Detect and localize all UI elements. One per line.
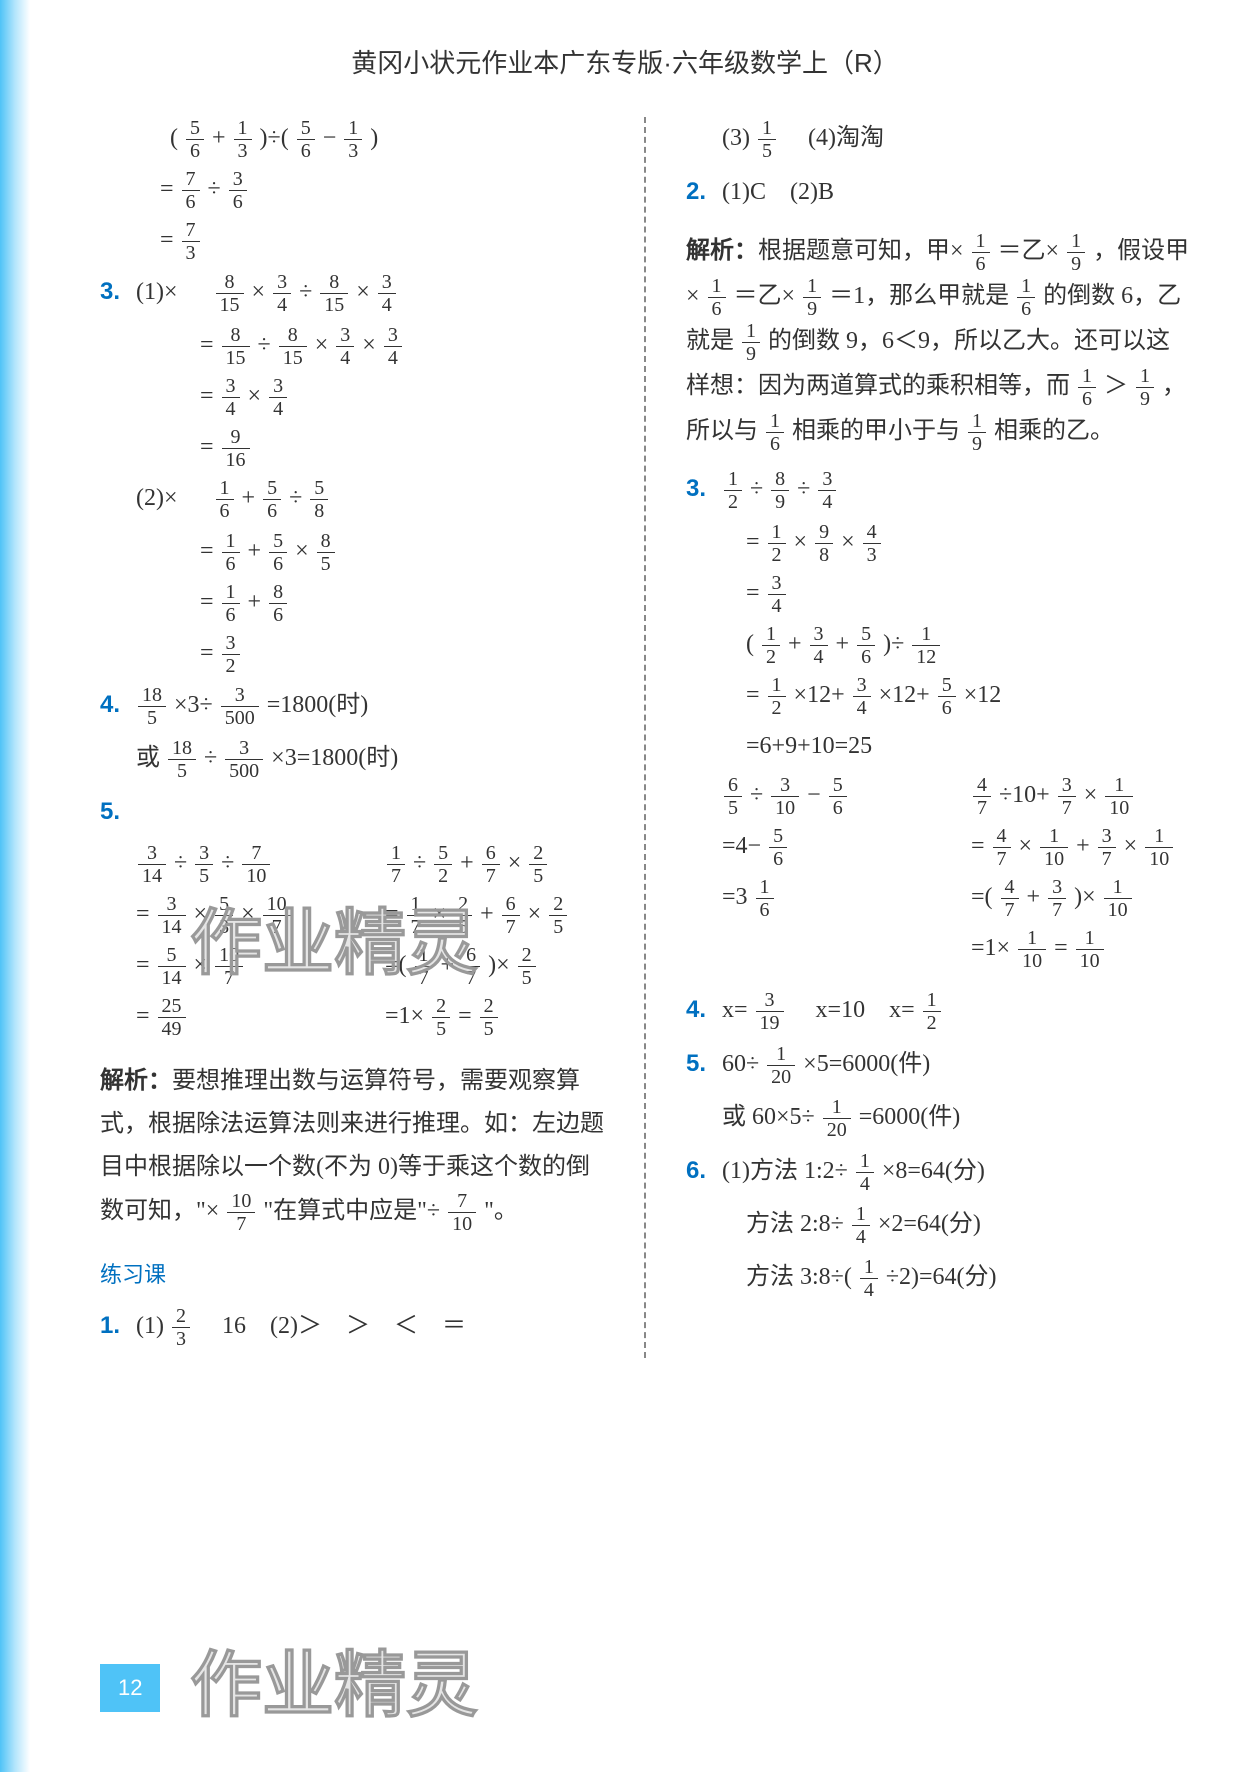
r-top: (3) 15 (4)淘淘	[686, 117, 1190, 162]
r-q6-line: 6. (1)方法 1:2÷ 14 ×8=64(分)	[686, 1149, 1190, 1195]
r-q6-l2: 方法 2:8÷ 14 ×2=64(分)	[686, 1203, 1190, 1248]
q3-p2-line: (2)× 16 + 56 ÷ 58	[100, 477, 604, 522]
r-q6-l3: 方法 3:8÷( 14 ÷2)=64(分)	[686, 1256, 1190, 1301]
q3-p2-l2: = 16 + 56 × 85	[100, 530, 604, 575]
r-q3-b2-l1: ( 12 + 34 + 56 )÷ 112	[686, 623, 1190, 668]
q4-l2: 或 185 ÷ 3500 ×3=1800(时)	[100, 737, 604, 782]
r-q6-l1: (1)方法 1:2÷ 14 ×8=64(分)	[722, 1158, 985, 1184]
l-q1-num: 1.	[100, 1304, 130, 1347]
l-q1-line: 1. (1) 23 16 (2)＞ ＞ ＜ ＝	[100, 1304, 604, 1350]
r-b3b-l4: =1× 110 = 110	[971, 927, 1190, 972]
r-b3a-l2: =4− 56	[722, 825, 941, 870]
q5-colA: 314 ÷ 35 ÷ 710 = 314 × 53 × 107 = 514 × …	[136, 842, 355, 1046]
page-title: 黄冈小状元作业本广东专版·六年级数学上（R）	[0, 0, 1250, 117]
r-q5-num: 5.	[686, 1042, 716, 1085]
r-q3-b3B: 47 ÷10+ 37 × 110 = 47 × 110 + 37 × 110 =…	[971, 774, 1190, 978]
r-b3b-l3: =( 47 + 37 )× 110	[971, 876, 1190, 921]
right-column: (3) 15 (4)淘淘 2. (1)C (2)B 解析：根据题意可知，甲× 1…	[686, 117, 1190, 1358]
q5a-l2: = 314 × 53 × 107	[136, 893, 355, 938]
q4-line1: 4. 185 ×3÷ 3500 =1800(时)	[100, 683, 604, 729]
q5b-l2: = 17 × 25 + 67 × 25	[385, 893, 604, 938]
r-q2-num: 2.	[686, 170, 716, 213]
r-q2-text: (1)C (2)B	[722, 179, 834, 205]
r-b3b-l1: 47 ÷10+ 37 × 110	[971, 774, 1190, 819]
q5-colB: 17 ÷ 52 + 67 × 25 = 17 × 25 + 67 × 25 =(…	[385, 842, 604, 1046]
r-q3-b1-l1: 12 ÷ 89 ÷ 34	[722, 476, 838, 502]
r-q3-num: 3.	[686, 467, 716, 510]
q5-line: 5.	[100, 790, 604, 834]
q5a-l3: = 514 × 107	[136, 944, 355, 989]
q5b-l1: 17 ÷ 52 + 67 × 25	[385, 842, 604, 887]
q3-p1-l2: = 815 ÷ 815 × 34 × 34	[100, 324, 604, 369]
r-q3-b3: 65 ÷ 310 − 56 =4− 56 =3 16 47 ÷10+ 37 × …	[686, 774, 1190, 978]
q5-num: 5.	[100, 790, 130, 833]
l-q1-text: (1) 23 16 (2)＞ ＞ ＜ ＝	[136, 1313, 466, 1339]
r-q5-l1: 60÷ 120 ×5=6000(件)	[722, 1051, 930, 1077]
q3-p2-l1: 16 + 56 ÷ 58	[214, 485, 331, 511]
q3-p1-prefix: (1)×	[136, 279, 178, 305]
q5-cols: 314 ÷ 35 ÷ 710 = 314 × 53 × 107 = 514 × …	[100, 842, 604, 1046]
column-divider	[644, 117, 646, 1358]
q3-p1-l3: = 34 × 34	[100, 375, 604, 420]
r-q3-b2-l2: = 12 ×12+ 34 ×12+ 56 ×12	[686, 674, 1190, 719]
r-q3-b2-l3: =6+9+10=25	[686, 725, 1190, 768]
q5a-l1: 314 ÷ 35 ÷ 710	[136, 842, 355, 887]
page-number: 12	[100, 1664, 160, 1712]
q5b-l3: =( 17 + 67 )× 25	[385, 944, 604, 989]
main-content: ( 56 + 13 )÷( 56 − 13 ) = 76 ÷ 36 = 73 3…	[0, 117, 1250, 1358]
page-left-border	[0, 0, 30, 1772]
left-analysis: 解析：要想推理出数与运算符号，需要观察算式，根据除法运算法则来进行推理。如：左边…	[100, 1060, 604, 1235]
r-q2-line: 2. (1)C (2)B	[686, 170, 1190, 214]
r-q3-b3A: 65 ÷ 310 − 56 =4− 56 =3 16	[722, 774, 941, 978]
left-column: ( 56 + 13 )÷( 56 − 13 ) = 76 ÷ 36 = 73 3…	[100, 117, 604, 1358]
q5b-l4: =1× 25 = 25	[385, 995, 604, 1040]
q3-p2-prefix: (2)×	[136, 485, 178, 511]
analysis-text: 要想推理出数与运算符号，需要观察算式，根据除法运算法则来进行推理。如：左边题目中…	[100, 1068, 604, 1224]
top-eq-1: ( 56 + 13 )÷( 56 − 13 )	[100, 117, 604, 162]
q3-p1-l1: 815 × 34 ÷ 815 × 34	[214, 279, 398, 305]
r-q4-num: 4.	[686, 988, 716, 1031]
q3-num: 3.	[100, 270, 130, 313]
r-q4-text: x= 319 x=10 x= 12	[722, 997, 943, 1023]
q3-p1-l4: = 916	[100, 426, 604, 471]
r-q6-num: 6.	[686, 1149, 716, 1192]
q3-line: 3. (1)× 815 × 34 ÷ 815 × 34	[100, 270, 604, 316]
r-q4-line: 4. x= 319 x=10 x= 12	[686, 988, 1190, 1034]
top-eq-3: = 73	[100, 219, 604, 264]
r-analysis-label: 解析：	[686, 238, 758, 264]
q4-num: 4.	[100, 683, 130, 726]
watermark-2: 作业精灵	[190, 1622, 478, 1752]
q3-p2-l4: = 32	[100, 632, 604, 677]
r-q5-l2: 或 60×5÷ 120 =6000(件)	[686, 1096, 1190, 1141]
r-analysis-text: 根据题意可知，甲× 16 ＝乙× 19 ，假设甲× 16 ＝乙× 19 ＝1，那…	[686, 238, 1189, 444]
r-b3a-l1: 65 ÷ 310 − 56	[722, 774, 941, 819]
r-b3b-l2: = 47 × 110 + 37 × 110	[971, 825, 1190, 870]
r-q3-line: 3. 12 ÷ 89 ÷ 34	[686, 467, 1190, 513]
top-eq-2: = 76 ÷ 36	[100, 168, 604, 213]
practice-title: 练习课	[100, 1255, 604, 1295]
q3-p2-l3: = 16 + 86	[100, 581, 604, 626]
q4-l1: 185 ×3÷ 3500 =1800(时)	[136, 692, 368, 718]
q5a-l4: = 2549	[136, 995, 355, 1040]
analysis-label: 解析：	[100, 1068, 172, 1094]
r-analysis: 解析：根据题意可知，甲× 16 ＝乙× 19 ，假设甲× 16 ＝乙× 19 ＝…	[686, 230, 1190, 455]
r-q3-b1-l2: = 12 × 98 × 43	[686, 521, 1190, 566]
r-q3-b1-l3: = 34	[686, 572, 1190, 617]
r-q5-line: 5. 60÷ 120 ×5=6000(件)	[686, 1042, 1190, 1088]
r-b3a-l3: =3 16	[722, 876, 941, 921]
